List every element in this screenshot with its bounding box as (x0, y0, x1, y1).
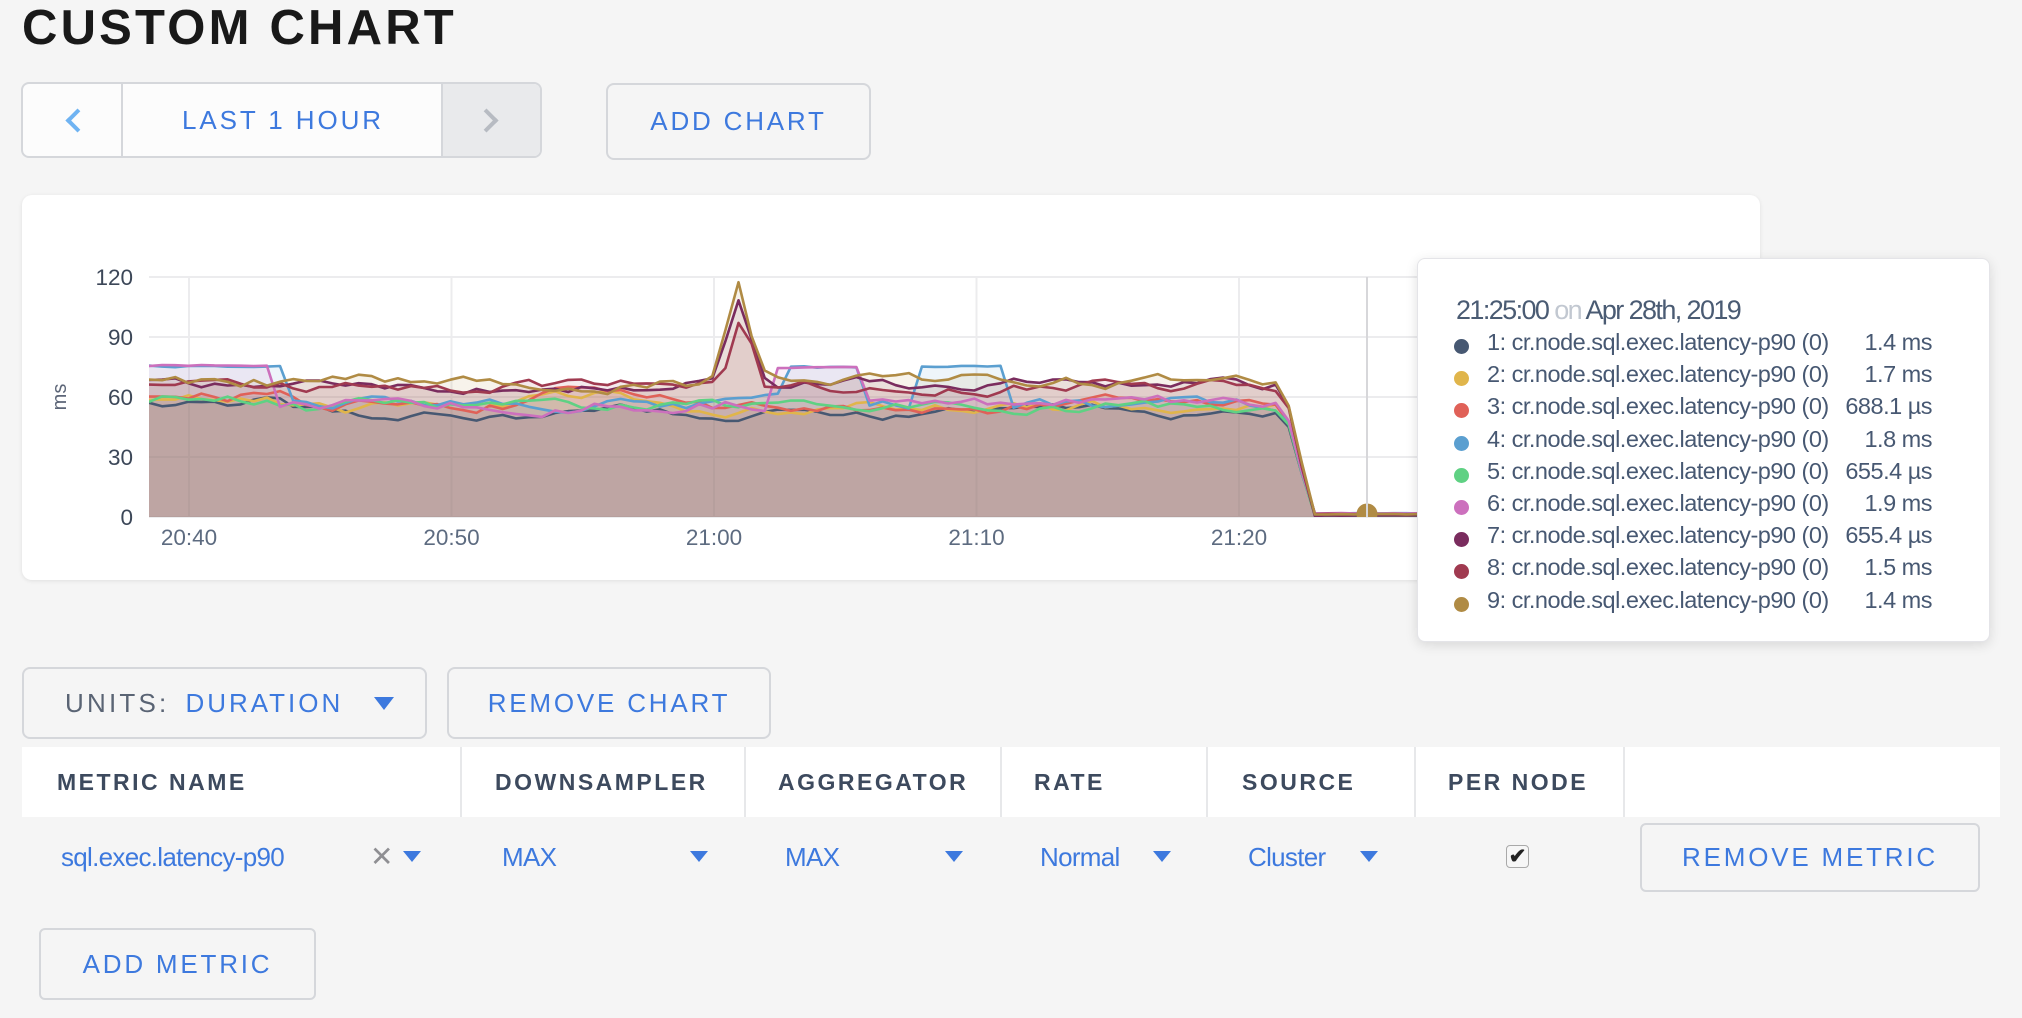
svg-text:90: 90 (108, 325, 133, 350)
svg-text:21:10: 21:10 (948, 525, 1004, 550)
svg-text:20:50: 20:50 (423, 525, 479, 550)
svg-text:20:40: 20:40 (161, 525, 217, 550)
svg-text:21:00: 21:00 (686, 525, 742, 550)
svg-text:ms: ms (49, 384, 71, 411)
svg-text:0: 0 (120, 505, 133, 530)
svg-text:120: 120 (95, 265, 133, 290)
svg-text:60: 60 (108, 385, 133, 410)
svg-text:30: 30 (108, 445, 133, 470)
svg-text:21:20: 21:20 (1211, 525, 1267, 550)
